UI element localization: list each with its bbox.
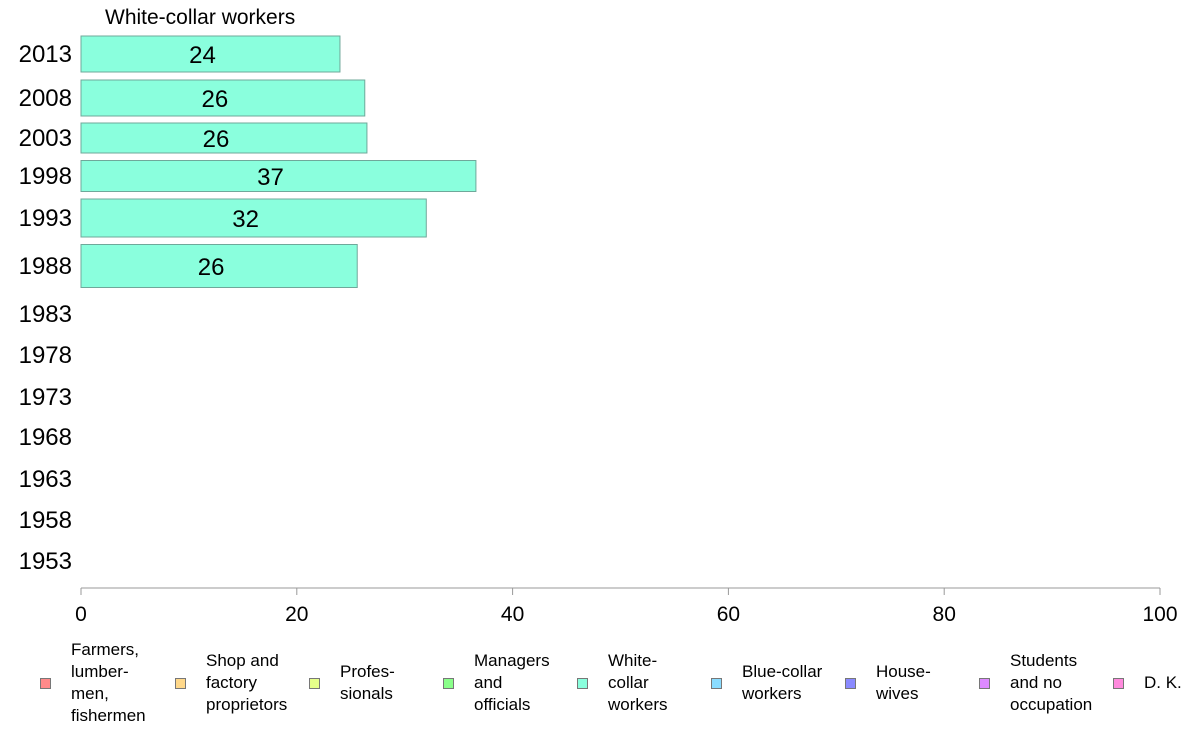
y-tick-label: 1973 (19, 384, 72, 411)
legend-label: D. K. (1144, 673, 1182, 692)
bar (80, 122, 368, 154)
y-tick-label: 1998 (19, 163, 72, 190)
legend-swatch (979, 677, 990, 689)
legend-item: Profes- sionals (309, 640, 395, 726)
legend-item: Blue-collar workers (711, 640, 822, 726)
y-tick-label: 1988 (19, 253, 72, 280)
data-label: 26 (198, 254, 225, 281)
legend-swatch (577, 677, 588, 689)
x-tick-label: 20 (285, 603, 308, 626)
y-tick-label: 1983 (19, 301, 72, 328)
x-tick-label: 80 (933, 603, 956, 626)
legend-label: Managers and officials (474, 651, 550, 714)
data-label: 24 (189, 42, 216, 69)
legend-swatch (309, 677, 320, 689)
legend-label: White- collar workers (608, 651, 668, 714)
legend-item: D. K. (1113, 640, 1182, 726)
y-tick-label: 1978 (19, 342, 72, 369)
data-label: 32 (232, 206, 259, 233)
y-tick-label: 2003 (19, 125, 72, 152)
y-tick-label: 1968 (19, 424, 72, 451)
y-tick-label: 1993 (19, 205, 72, 232)
legend-swatch (175, 677, 186, 689)
legend: Farmers, lumber- men, fishermen Shop and … (0, 640, 1188, 736)
data-label: 37 (257, 164, 284, 191)
legend-label: Farmers, lumber- men, fishermen (71, 640, 146, 725)
legend-swatch (711, 677, 722, 689)
legend-item: Shop and factory proprietors (175, 640, 287, 726)
chart-title: White-collar workers (105, 6, 296, 29)
y-tick-label: 1958 (19, 507, 72, 534)
bar (80, 79, 366, 117)
y-tick-label: 2013 (19, 41, 72, 68)
legend-item: Managers and officials (443, 640, 550, 726)
data-label: 26 (202, 86, 229, 113)
legend-label: Students and no occupation (1010, 651, 1093, 714)
y-tick-label: 1963 (19, 466, 72, 493)
bar (80, 244, 358, 288)
legend-item: Students and no occupation (979, 640, 1092, 726)
x-tick-label: 40 (501, 603, 524, 626)
bar (80, 198, 427, 238)
legend-label: Blue-collar workers (742, 662, 823, 703)
legend-item: House- wives (845, 640, 931, 726)
legend-swatch (443, 677, 454, 689)
legend-swatch (1113, 677, 1124, 689)
y-tick-label: 2008 (19, 85, 72, 112)
legend-swatch (40, 677, 51, 689)
legend-swatch (845, 677, 856, 689)
y-tick-label: 1953 (19, 548, 72, 575)
data-label: 26 (203, 126, 230, 153)
legend-item: Farmers, lumber- men, fishermen (40, 640, 146, 726)
x-tick-label: 0 (75, 603, 87, 626)
chart: 2013 24 2008 26 2003 26 1998 37 1993 32 1988 26 1983… (19, 35, 1178, 626)
bar (80, 160, 477, 192)
x-tick-label: 60 (717, 603, 740, 626)
legend-item: White- collar workers (577, 640, 668, 726)
legend-label: House- wives (876, 662, 931, 703)
legend-label: Shop and factory proprietors (206, 651, 288, 714)
x-tick-label: 100 (1142, 603, 1177, 626)
bar (80, 35, 341, 73)
legend-label: Profes- sionals (340, 662, 395, 703)
